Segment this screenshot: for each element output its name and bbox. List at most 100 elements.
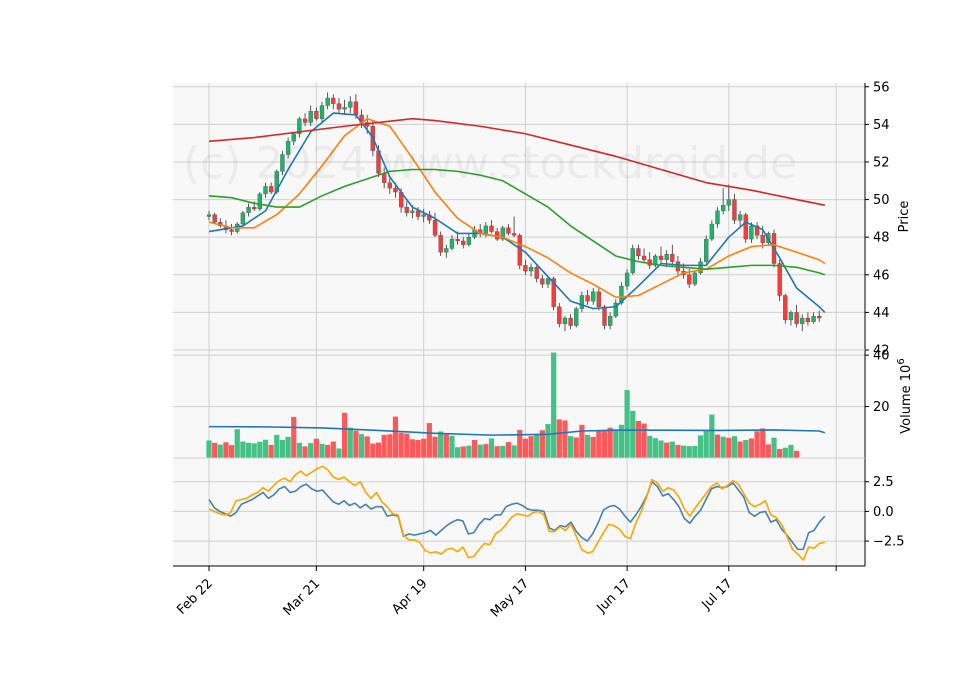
candle-body: [331, 97, 336, 104]
volume-bar: [285, 436, 291, 458]
price-axis-tick-label: 50: [873, 193, 890, 208]
candle-body: [387, 182, 392, 189]
volume-bar: [539, 430, 545, 458]
candle-body: [608, 316, 613, 326]
volume-bar: [551, 352, 557, 458]
volume-bar: [760, 428, 766, 458]
volume-bar: [624, 390, 630, 458]
volume-bar: [302, 446, 308, 458]
candle-body: [348, 101, 353, 108]
moving-average-line: [208, 117, 826, 207]
oscillator-axis-tick-label: 0.0: [873, 505, 894, 520]
candle-body: [777, 263, 782, 296]
oscillator-axis-tick-label: 2.5: [873, 475, 894, 490]
candle-body: [658, 255, 664, 260]
volume-bar: [613, 429, 619, 458]
candle-body: [212, 214, 217, 223]
volume-bar: [743, 440, 749, 458]
price-axis-tick-label: 44: [873, 306, 890, 321]
volume-bar: [590, 436, 596, 458]
candle-body: [410, 210, 415, 213]
volume-axis-exponent: 6: [896, 358, 907, 364]
volume-bar: [308, 443, 314, 458]
volume-bars: [206, 352, 826, 458]
candle-body: [444, 248, 449, 253]
candle-body: [602, 306, 607, 326]
volume-bar: [528, 436, 534, 458]
volume-bar: [669, 441, 675, 458]
volume-bar: [556, 419, 562, 458]
volume-bar: [534, 435, 540, 458]
candle-body: [624, 272, 630, 287]
candle-body: [263, 186, 268, 195]
volume-bar: [635, 420, 641, 458]
volume-bar: [658, 440, 664, 458]
candle-body: [783, 295, 788, 321]
volume-bar: [319, 443, 325, 458]
moving-averages: [208, 112, 826, 313]
volume-bar: [443, 434, 449, 458]
volume-bar: [573, 437, 579, 458]
candle-body: [421, 214, 426, 217]
candle-body: [229, 229, 234, 232]
x-tick-label: Jun 17: [594, 576, 634, 616]
volume-bar: [517, 429, 523, 458]
candle-body: [291, 133, 296, 142]
volume-bar: [562, 420, 568, 458]
volume-bar: [291, 416, 297, 458]
volume-axis-label: Volume 106: [896, 358, 914, 433]
volume-bar: [262, 439, 269, 458]
candle-body: [252, 206, 257, 210]
volume-bar: [703, 430, 709, 458]
candle-body: [336, 103, 342, 110]
watermark-text: (c) 2024 www.stockdroid.de: [183, 138, 797, 189]
volume-bar: [522, 438, 528, 458]
volume-bar: [777, 449, 783, 458]
volume-bar: [438, 431, 444, 458]
volume-bar: [618, 424, 625, 458]
x-tick-label: May 17: [488, 576, 532, 620]
candle-body: [653, 255, 658, 266]
volume-bar: [455, 447, 461, 458]
candle-body: [280, 154, 285, 172]
volume-bar: [274, 434, 280, 458]
volume-bar: [466, 445, 472, 458]
volume-bar: [794, 450, 800, 458]
candle-body: [596, 291, 601, 307]
moving-average-line: [208, 112, 826, 313]
volume-bar: [421, 438, 427, 458]
volume-bar: [358, 434, 365, 458]
candle-body: [760, 235, 765, 243]
volume-bar: [296, 442, 302, 458]
candle-body: [274, 171, 279, 193]
candle-body: [749, 225, 754, 240]
volume-bar: [229, 445, 235, 458]
candle-body: [523, 265, 528, 272]
candle-body: [466, 237, 472, 245]
candle-body: [206, 214, 212, 217]
candle-body: [432, 220, 438, 236]
volume-bar: [432, 436, 438, 458]
volume-bar: [754, 431, 760, 458]
candle-body: [404, 206, 409, 213]
volume-bar: [449, 435, 455, 458]
volume-bar: [426, 423, 432, 458]
candle-body: [754, 225, 760, 236]
candle-body: [585, 295, 590, 302]
volume-bar: [217, 444, 223, 458]
x-tick-label: Feb 22: [174, 576, 216, 618]
candle-body: [704, 238, 709, 262]
volume-bar: [500, 445, 506, 458]
candle-body: [670, 253, 675, 262]
candle-body: [483, 225, 489, 234]
candle-body: [721, 205, 726, 212]
volume-bar: [415, 440, 421, 458]
volume-bar: [664, 442, 670, 458]
candle-body: [461, 240, 466, 245]
volume-bar: [325, 444, 331, 458]
volume-bar: [404, 433, 410, 458]
volume-bar: [579, 424, 585, 458]
volume-bar: [223, 442, 229, 458]
volume-bar: [375, 442, 382, 458]
volume-bar: [381, 434, 387, 458]
